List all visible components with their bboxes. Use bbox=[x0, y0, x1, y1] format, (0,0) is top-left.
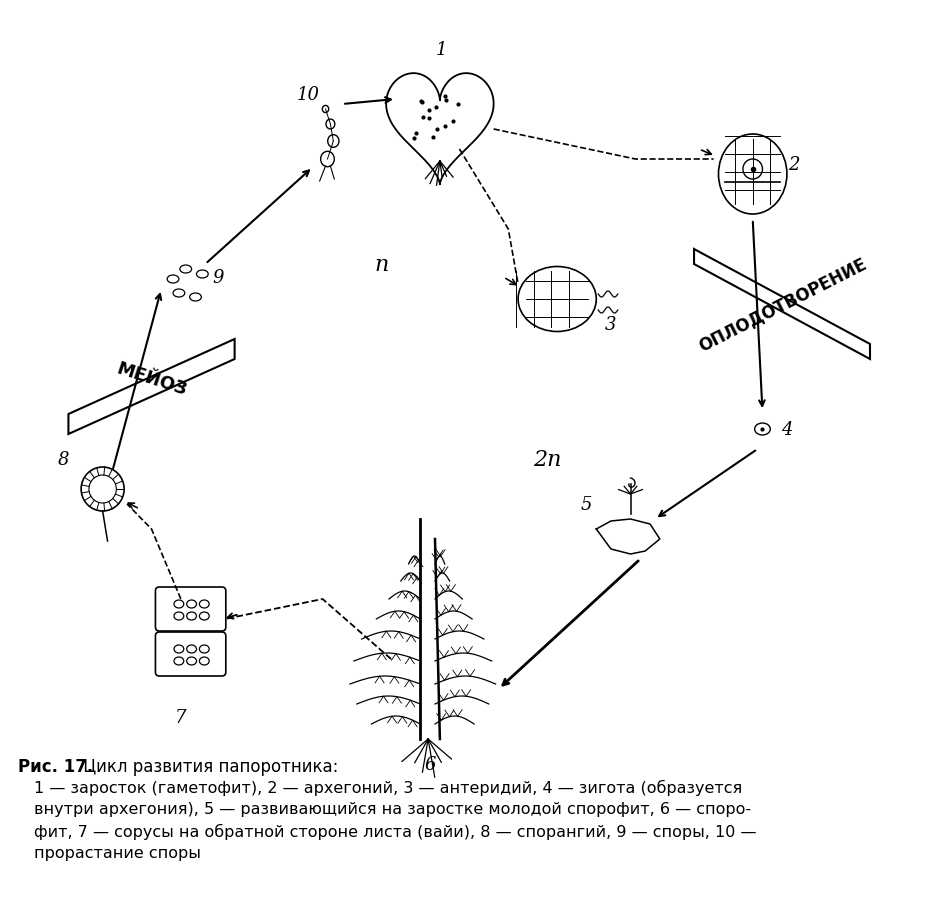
Text: 1: 1 bbox=[436, 41, 447, 59]
Text: 10: 10 bbox=[296, 86, 320, 104]
Text: МЕЙОЗ: МЕЙОЗ bbox=[114, 359, 189, 399]
Text: 2n: 2n bbox=[533, 449, 562, 470]
Text: n: n bbox=[374, 254, 388, 275]
Polygon shape bbox=[69, 340, 235, 434]
Text: 5: 5 bbox=[581, 496, 592, 514]
Text: ОПЛОДОТВОРЕНИЕ: ОПЛОДОТВОРЕНИЕ bbox=[695, 255, 869, 355]
Text: Рис. 17.: Рис. 17. bbox=[18, 757, 93, 775]
Text: прорастание споры: прорастание споры bbox=[34, 845, 201, 860]
Text: Цикл развития папоротника:: Цикл развития папоротника: bbox=[78, 757, 338, 775]
Text: 3: 3 bbox=[605, 316, 617, 333]
Text: 7: 7 bbox=[175, 708, 187, 726]
Text: 9: 9 bbox=[212, 269, 224, 286]
Text: 6: 6 bbox=[424, 755, 436, 773]
Text: 8: 8 bbox=[57, 451, 70, 469]
Polygon shape bbox=[694, 250, 870, 359]
Text: фит, 7 — сорусы на обратной стороне листа (вайи), 8 — спорангий, 9 — споры, 10 —: фит, 7 — сорусы на обратной стороне лист… bbox=[34, 824, 757, 839]
Text: внутри архегония), 5 — развивающийся на заростке молодой спорофит, 6 — споро-: внутри архегония), 5 — развивающийся на … bbox=[34, 801, 751, 816]
Text: 2: 2 bbox=[788, 156, 800, 173]
Text: 1 — заросток (гаметофит), 2 — архегоний, 3 — антеридий, 4 — зигота (образуется: 1 — заросток (гаметофит), 2 — архегоний,… bbox=[34, 779, 743, 796]
Text: 4: 4 bbox=[781, 421, 792, 439]
